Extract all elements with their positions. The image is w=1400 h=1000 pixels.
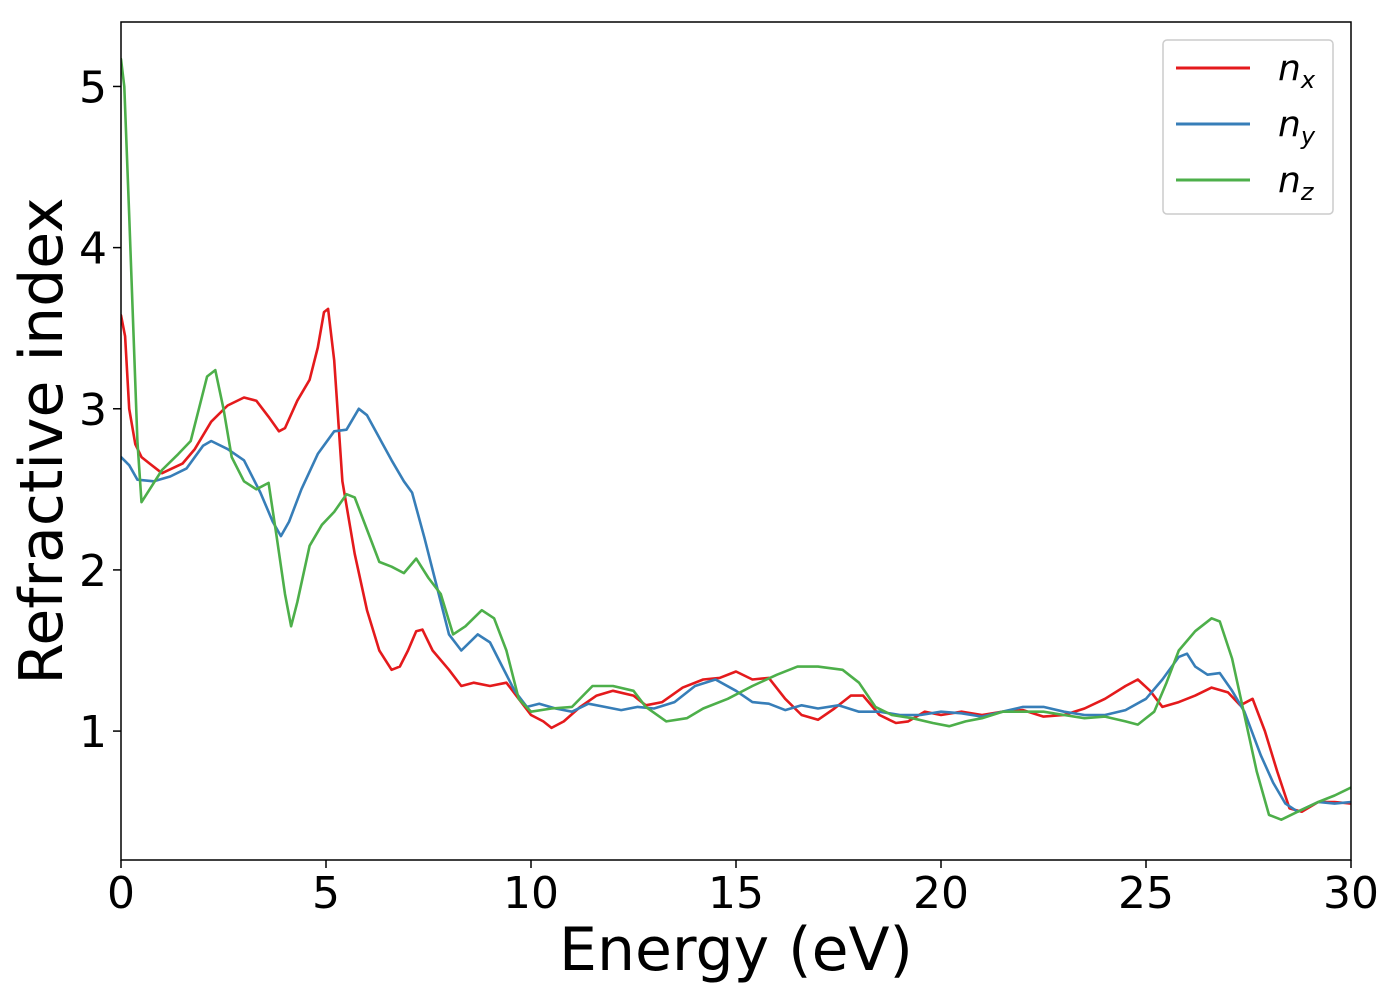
legend-label-x: nx — [1278, 48, 1316, 94]
series-layer — [121, 57, 1351, 822]
x-axis-ticks: 0 5 10 15 20 25 30 — [107, 860, 1379, 919]
legend-label-z: nz — [1278, 160, 1315, 206]
series-line-x — [121, 307, 1351, 814]
y-tick-label: 3 — [79, 385, 107, 436]
x-tick-label: 0 — [107, 868, 135, 919]
y-axis-ticks: 1 2 3 4 5 — [79, 62, 121, 758]
legend-label-y: ny — [1278, 104, 1316, 150]
x-axis-title: Energy (eV) — [559, 915, 913, 985]
y-axis-title: Refractive index — [7, 197, 77, 684]
y-tick-label: 5 — [79, 62, 107, 113]
x-tick-label: 20 — [913, 868, 969, 919]
x-tick-label: 30 — [1323, 868, 1379, 919]
x-tick-label: 25 — [1118, 868, 1174, 919]
x-tick-label: 5 — [312, 868, 340, 919]
series-line-z — [121, 57, 1351, 822]
x-tick-label: 10 — [503, 868, 559, 919]
y-tick-label: 1 — [79, 707, 107, 758]
x-tick-label: 15 — [708, 868, 764, 919]
y-tick-label: 2 — [79, 546, 107, 597]
legend-box — [1162, 39, 1334, 215]
y-tick-label: 4 — [79, 224, 107, 275]
legend: nx ny nz — [1162, 39, 1334, 215]
